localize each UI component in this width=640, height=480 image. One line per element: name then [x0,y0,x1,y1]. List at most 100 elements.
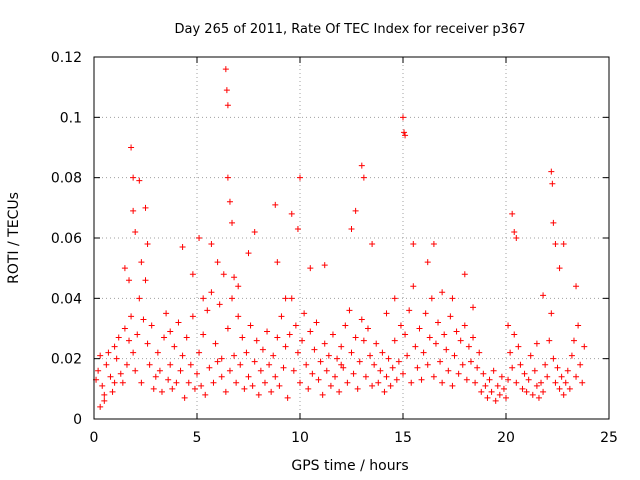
data-point [270,352,277,359]
data-point [573,283,580,290]
data-point [538,379,545,386]
data-point [117,370,124,377]
data-point [222,388,229,395]
data-point [470,334,477,341]
data-point [500,385,507,392]
data-point [352,334,359,341]
data-point [360,337,367,344]
data-point [573,373,580,380]
data-point [303,361,310,368]
data-point [364,325,371,332]
data-point [461,322,468,329]
data-point [206,364,213,371]
data-point [194,370,200,377]
data-point [294,349,301,356]
data-point [509,364,516,371]
data-point [202,391,209,398]
data-point [224,325,231,332]
data-point [453,328,460,335]
data-point [321,340,328,347]
data-point [191,385,198,392]
data-point [183,334,190,341]
data-point [472,379,479,386]
data-point [550,355,557,362]
data-point [253,337,260,344]
data-point [165,376,172,383]
data-point [204,307,211,314]
data-point [128,144,135,151]
data-point [101,391,108,398]
data-point [465,343,472,350]
data-point [408,379,415,386]
y-tick-label: 0.04 [51,291,82,307]
data-point [505,322,512,329]
data-point [342,322,349,329]
x-tick-label: 25 [600,430,618,446]
data-point [268,388,275,395]
data-point [150,385,157,392]
data-point [179,352,186,359]
data-point [257,367,264,374]
data-point [123,361,130,368]
data-point [523,388,530,395]
data-point [288,295,295,302]
data-point [544,373,551,380]
data-point [393,376,400,383]
data-point [494,382,501,389]
data-point [189,313,196,320]
x-tick-label: 15 [394,430,412,446]
y-tick-labels: 0 0.02 0.04 0.06 0.08 0.1 0.12 [51,50,82,428]
data-point [556,385,563,392]
data-point [255,391,262,398]
data-point [101,397,108,404]
data-point [352,207,359,214]
data-point [416,325,423,332]
data-point [297,174,303,181]
data-point [280,364,287,371]
data-point [548,168,555,175]
data-point [412,343,419,350]
data-point [297,379,303,386]
data-points [93,66,588,410]
data-point [340,364,347,371]
data-point [338,343,345,350]
data-point [443,346,450,353]
y-tick-label: 0.02 [51,352,82,368]
data-point [146,361,153,368]
data-point [505,376,512,383]
data-point [350,370,357,377]
data-point [439,379,446,386]
data-point [251,228,258,235]
data-point [482,382,489,389]
data-point [247,322,254,329]
data-point [222,66,229,73]
data-point [519,385,526,392]
data-point [161,334,168,341]
data-point [521,370,528,377]
data-point [400,114,406,121]
data-point [581,343,588,350]
data-point [535,394,542,401]
x-tick-label: 5 [193,430,202,446]
data-point [229,295,236,302]
data-point [126,337,133,344]
data-point [385,355,392,362]
data-point [358,162,365,169]
data-point [344,379,351,386]
tick-marks [93,56,610,420]
data-point [509,210,516,217]
data-point [568,352,575,359]
data-point [369,241,376,248]
x-axis-label: GPS time / hours [291,458,408,474]
data-point [132,228,139,235]
data-point [266,361,273,368]
data-point [272,373,279,380]
data-point [369,382,376,389]
data-point [239,334,246,341]
data-point [554,364,561,371]
data-point [290,367,297,374]
data-point [410,241,417,248]
data-point [490,367,497,374]
data-point [261,379,268,386]
